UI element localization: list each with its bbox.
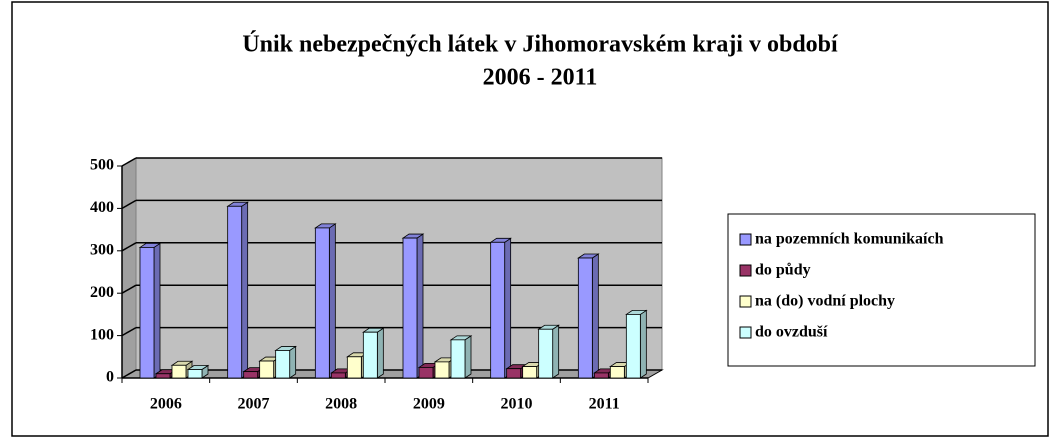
x-tick-label: 2008 <box>325 396 357 413</box>
bar <box>450 339 466 379</box>
bar-side <box>552 324 560 379</box>
grid-line <box>121 284 137 294</box>
legend-label: do ovzduší <box>755 324 828 341</box>
grid-line <box>121 199 137 210</box>
chart-title: 2006 - 2011 <box>483 65 598 91</box>
bar <box>275 350 291 379</box>
y-tick-label: 100 <box>90 326 114 343</box>
bar <box>434 361 450 379</box>
bar <box>330 372 346 379</box>
legend-label: na (do) vodní plochy <box>755 293 895 310</box>
x-tick-label: 2006 <box>150 396 182 413</box>
bar-side <box>241 201 249 379</box>
bar <box>259 360 275 379</box>
legend-swatch <box>739 233 752 246</box>
legend-swatch <box>739 326 752 339</box>
y-tick-label: 200 <box>90 284 114 301</box>
bar <box>155 373 171 379</box>
bar <box>522 366 538 379</box>
bar <box>577 257 593 379</box>
bar-side <box>328 223 336 379</box>
x-tick-label: 2009 <box>413 396 445 413</box>
bar <box>506 368 522 379</box>
bar <box>402 237 418 379</box>
legend-label: na pozemních komunikaích <box>755 231 944 248</box>
x-tick-label: 2007 <box>238 396 270 413</box>
y-tick-label: 0 <box>106 369 114 386</box>
bar-side <box>289 345 297 379</box>
bar-side <box>376 327 384 379</box>
side-wall <box>121 157 137 379</box>
bar <box>609 366 625 379</box>
bar-side <box>153 242 161 379</box>
bar <box>538 328 554 379</box>
bar-side <box>416 233 424 379</box>
bar <box>314 227 330 379</box>
grid-line <box>121 157 137 167</box>
grid-line <box>121 369 137 379</box>
y-tick-label: 400 <box>90 199 114 216</box>
bar <box>227 205 243 379</box>
legend-swatch <box>739 264 752 277</box>
bar-side <box>464 335 472 379</box>
bar <box>346 356 362 379</box>
bar <box>187 369 203 379</box>
chart-title: Únik nebezpečných látek v Jihomoravském … <box>242 32 838 58</box>
legend-box <box>727 213 1036 367</box>
grid-line <box>121 326 137 337</box>
bar <box>362 331 378 379</box>
legend-label: do půdy <box>755 262 811 279</box>
bar <box>243 371 259 379</box>
grid-line <box>121 242 137 252</box>
x-tick-label: 2010 <box>501 396 533 413</box>
legend-swatch <box>739 295 752 308</box>
bar <box>625 313 641 379</box>
bar <box>418 366 434 379</box>
bar-side <box>504 237 512 379</box>
bar <box>593 372 609 379</box>
bar <box>490 241 506 379</box>
y-tick-label: 300 <box>90 241 114 258</box>
x-tick-label: 2011 <box>589 396 620 413</box>
bar <box>171 364 187 379</box>
bar-side <box>639 309 647 379</box>
bar-side <box>591 253 599 379</box>
bar <box>139 247 155 379</box>
y-tick-label: 500 <box>90 157 114 174</box>
